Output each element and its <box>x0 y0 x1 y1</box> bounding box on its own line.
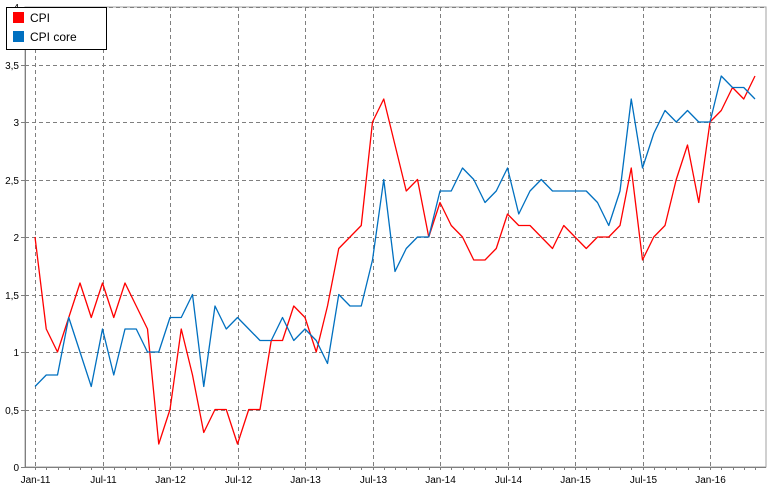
y-tick-label: 0,5 <box>5 406 19 417</box>
plot-area-border <box>24 6 767 468</box>
y-tick-label: 2,5 <box>5 176 19 187</box>
legend-swatch <box>13 12 24 23</box>
series-line-cpi-core <box>34 75 756 388</box>
legend: CPI CPI core <box>6 7 107 50</box>
y-tick-label: 1,5 <box>5 291 19 302</box>
x-tick-label: Jan-15 <box>560 475 591 486</box>
series-lines <box>34 75 756 445</box>
x-tick-label: Jan-13 <box>290 475 321 486</box>
y-tick-label: 1 <box>13 348 19 359</box>
x-tick-label: Jan-16 <box>695 475 726 486</box>
x-tick-label: Jul-11 <box>90 475 117 486</box>
y-tick-label: 3,5 <box>5 61 19 72</box>
x-tick-label: Jul-15 <box>630 475 658 486</box>
series-line-cpi <box>34 75 756 445</box>
legend-swatch <box>13 31 24 42</box>
y-tick-label: 3 <box>13 118 19 129</box>
axes: 00,511,522,533,54Jan-11Jul-11Jan-12Jul-1… <box>5 3 766 486</box>
legend-label: CPI <box>30 11 50 25</box>
x-tick-label: Jul-13 <box>360 475 388 486</box>
x-tick-label: Jan-11 <box>21 475 51 486</box>
x-tick-label: Jan-12 <box>155 475 186 486</box>
legend-label: CPI core <box>30 30 77 44</box>
x-tick-label: Jan-14 <box>425 475 456 486</box>
y-tick-label: 2 <box>13 233 19 244</box>
x-tick-label: Jul-12 <box>225 475 253 486</box>
grid <box>24 6 767 468</box>
x-tick-label: Jul-14 <box>495 475 523 486</box>
y-tick-label: 0 <box>13 463 19 474</box>
